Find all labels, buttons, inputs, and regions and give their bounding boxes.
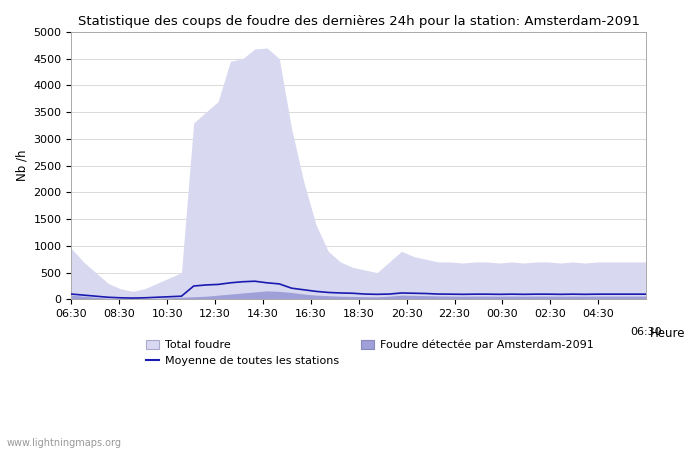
Text: Heure: Heure xyxy=(650,327,685,340)
Text: 06:30: 06:30 xyxy=(630,327,662,337)
Legend: Total foudre, Moyenne de toutes les stations, Foudre détectée par Amsterdam-2091: Total foudre, Moyenne de toutes les stat… xyxy=(146,340,594,366)
Title: Statistique des coups de foudre des dernières 24h pour la station: Amsterdam-209: Statistique des coups de foudre des dern… xyxy=(78,15,640,28)
Y-axis label: Nb /h: Nb /h xyxy=(15,150,28,181)
Text: www.lightningmaps.org: www.lightningmaps.org xyxy=(7,438,122,448)
